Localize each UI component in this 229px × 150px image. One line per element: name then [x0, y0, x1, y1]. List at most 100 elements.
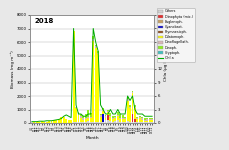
- Bar: [116, 115, 118, 116]
- Bar: [146, 122, 147, 123]
- Bar: [99, 115, 101, 117]
- Bar: [80, 116, 82, 118]
- Bar: [60, 117, 62, 123]
- Bar: [102, 111, 104, 114]
- Bar: [106, 110, 108, 111]
- Bar: [106, 112, 108, 115]
- Bar: [43, 122, 45, 123]
- Bar: [68, 120, 69, 123]
- Bar: [109, 121, 111, 123]
- Bar: [121, 122, 123, 123]
- Bar: [114, 116, 116, 117]
- Bar: [90, 118, 91, 122]
- Bar: [126, 97, 128, 99]
- Bar: [65, 119, 67, 123]
- Bar: [102, 108, 104, 109]
- Bar: [112, 118, 113, 119]
- Bar: [119, 122, 121, 123]
- Bar: [82, 122, 84, 123]
- Bar: [121, 115, 123, 118]
- Bar: [85, 118, 86, 119]
- Bar: [128, 122, 130, 123]
- Bar: [58, 119, 60, 123]
- Bar: [94, 122, 96, 123]
- Bar: [80, 122, 82, 123]
- Bar: [72, 30, 74, 122]
- Bar: [138, 118, 140, 122]
- Bar: [119, 119, 121, 122]
- Bar: [150, 119, 152, 120]
- Bar: [77, 115, 79, 122]
- Text: 2018: 2018: [35, 18, 54, 24]
- Bar: [148, 120, 150, 122]
- Bar: [131, 114, 133, 122]
- Bar: [138, 117, 140, 118]
- Bar: [80, 114, 82, 116]
- Bar: [141, 122, 143, 123]
- Bar: [131, 91, 133, 92]
- Bar: [31, 122, 33, 123]
- Bar: [72, 122, 74, 123]
- Bar: [82, 118, 84, 120]
- Bar: [92, 41, 94, 122]
- Bar: [119, 118, 121, 119]
- Bar: [80, 118, 82, 122]
- Bar: [99, 114, 101, 115]
- Bar: [114, 118, 116, 121]
- Bar: [143, 122, 145, 123]
- Bar: [116, 112, 118, 115]
- Bar: [55, 120, 57, 123]
- Bar: [106, 115, 108, 120]
- Bar: [148, 122, 150, 123]
- Bar: [134, 119, 135, 122]
- Bar: [92, 39, 94, 41]
- Bar: [90, 117, 91, 118]
- Bar: [136, 119, 138, 122]
- Bar: [102, 114, 104, 122]
- Bar: [75, 108, 77, 122]
- Bar: [126, 101, 128, 121]
- Bar: [92, 36, 94, 39]
- Bar: [121, 119, 123, 122]
- Bar: [82, 120, 84, 122]
- Bar: [134, 122, 135, 123]
- Bar: [109, 113, 111, 116]
- Bar: [106, 111, 108, 112]
- Bar: [136, 117, 138, 118]
- Bar: [106, 120, 108, 123]
- Bar: [128, 105, 130, 107]
- Bar: [97, 51, 99, 53]
- Bar: [146, 119, 147, 121]
- Bar: [124, 119, 125, 122]
- Bar: [148, 118, 150, 119]
- Bar: [87, 118, 89, 121]
- Bar: [104, 120, 106, 123]
- Bar: [77, 112, 79, 115]
- Bar: [124, 118, 125, 119]
- Bar: [112, 122, 113, 123]
- Bar: [131, 92, 133, 93]
- Bar: [136, 122, 138, 123]
- X-axis label: Month: Month: [85, 136, 98, 140]
- Bar: [128, 107, 130, 108]
- Bar: [124, 117, 125, 118]
- Bar: [97, 54, 99, 122]
- Bar: [63, 117, 64, 123]
- Bar: [148, 119, 150, 120]
- Bar: [126, 99, 128, 101]
- Bar: [36, 122, 38, 123]
- Bar: [124, 122, 125, 123]
- Bar: [134, 105, 135, 107]
- Bar: [116, 120, 118, 123]
- Bar: [141, 117, 143, 118]
- Bar: [48, 121, 50, 123]
- Bar: [87, 121, 89, 123]
- Y-axis label: Chla (µg l⁻¹): Chla (µg l⁻¹): [164, 57, 168, 81]
- Bar: [41, 121, 42, 123]
- Bar: [82, 116, 84, 118]
- Bar: [38, 122, 40, 123]
- Bar: [114, 117, 116, 118]
- Bar: [143, 120, 145, 121]
- Bar: [134, 107, 135, 108]
- Bar: [150, 118, 152, 119]
